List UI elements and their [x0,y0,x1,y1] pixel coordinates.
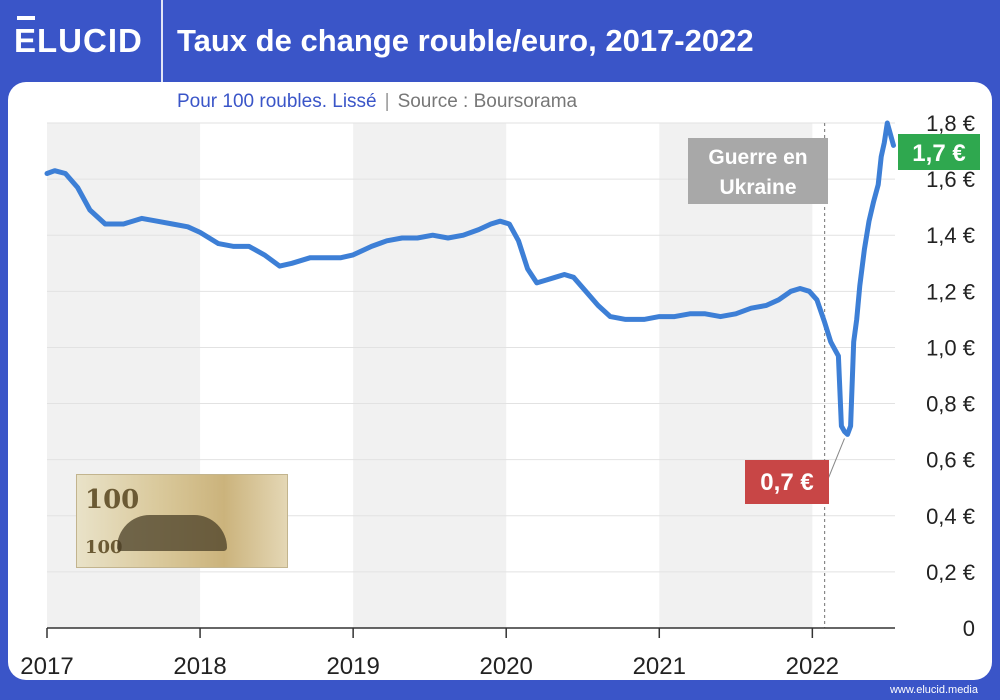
y-tick-label: 0,2 € [926,560,975,585]
y-tick-label: 1,8 € [926,111,975,136]
year-band-2021 [659,123,813,628]
y-tick-label: 1,6 € [926,167,975,192]
banknote-image: 100 100 [76,474,288,568]
x-tick-label-2021: 2021 [633,653,686,680]
y-tick-label: 1,0 € [926,335,975,360]
series-layer [44,120,896,437]
elucid-logo[interactable]: ELUCID [14,16,143,60]
min-badge-box [745,460,829,504]
y-tick-label: 0,6 € [926,448,975,473]
war-marker: Guerre en Ukraine [688,123,828,628]
y-axis: 0 0,2 € 0,4 € 0,6 € 0,8 € 1,0 € 1,2 € 1,4 € 1,6 … [926,111,975,641]
x-tick-label-2018: 2018 [173,653,226,680]
banknote-denomination: 100 [85,485,140,515]
page-title: Taux de change rouble/euro, 2017-2022 [177,23,754,58]
y-tick-label: 0,4 € [926,504,975,529]
last-badge-label: 1,7 € [912,140,965,167]
banknote-denomination-small: 100 [85,537,123,558]
last-badge-box [898,134,980,170]
subtitle-main: Pour 100 roubles. Lissé [177,91,377,112]
header-divider [161,0,163,82]
banknote-quadriga [117,515,227,551]
y-tick-label: 0,8 € [926,392,975,417]
footer-url: www.elucid.media [889,684,978,696]
subtitle-separator: | [384,91,390,112]
x-tick-label-2022: 2022 [786,653,839,680]
year-band-2019 [353,123,507,628]
y-tick-label: 1,4 € [926,223,975,248]
header: ELUCID Taux de change rouble/euro, 2017-… [0,0,1000,82]
min-leader-line [825,438,845,485]
war-label-box [688,138,828,204]
war-label: Guerre en Ukraine [708,146,807,199]
x-tick-label-2020: 2020 [480,653,533,680]
annotation-badges: 0,7 € 1,7 € [745,134,980,504]
y-tick-label: 1,2 € [926,279,975,304]
x-tick-label-2017: 2017 [20,653,73,680]
rate-line [44,120,896,437]
logo-text: ELUCID [14,16,143,59]
chart-subtitle: Pour 100 roubles. Lissé | Source : Boursor… [177,89,577,115]
subtitle-source: Source : Boursorama [397,91,578,112]
x-axis: 2017 2018 2019 2020 2021 2022 [20,627,895,680]
y-tick-label: 0 [963,616,975,641]
x-tick-label-2019: 2019 [326,653,379,680]
min-badge-label: 0,7 € [760,469,813,496]
